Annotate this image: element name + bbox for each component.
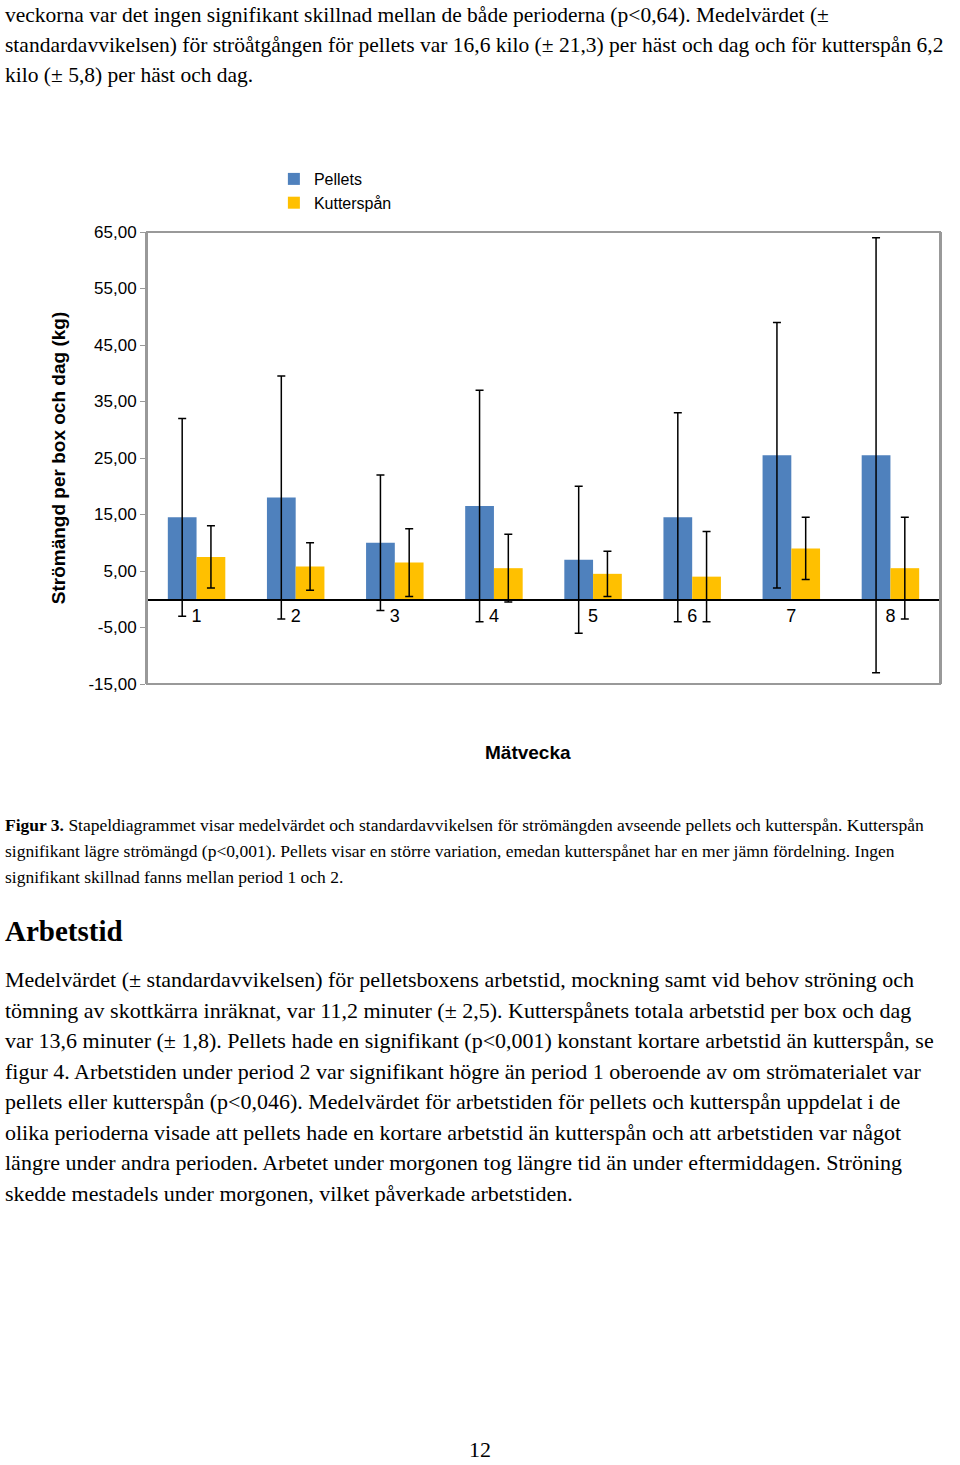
svg-text:6: 6	[687, 606, 697, 626]
svg-text:7: 7	[786, 606, 796, 626]
svg-text:5,00: 5,00	[104, 562, 137, 581]
html-text:Figur 3. Stapeldiagrammet visa: Figur 3. Stapeldiagrammet visar medelvär…	[5, 815, 924, 887]
svg-text:65,00: 65,00	[94, 223, 137, 242]
svg-text:3: 3	[390, 606, 400, 626]
svg-text:45,00: 45,00	[94, 336, 137, 355]
svg-text:55,00: 55,00	[94, 279, 137, 298]
svg-text:-15,00: -15,00	[88, 675, 136, 694]
svg-text:15,00: 15,00	[94, 505, 137, 524]
svg-text:Kutterspån: Kutterspån	[314, 195, 391, 212]
svg-text:1: 1	[192, 606, 202, 626]
svg-text:8: 8	[885, 606, 895, 626]
svg-text:5: 5	[588, 606, 598, 626]
svg-text:Strömängd per box och dag (kg): Strömängd per box och dag (kg)	[48, 312, 69, 604]
html-text:Arbetstid: Arbetstid	[5, 915, 123, 947]
svg-text:Pellets: Pellets	[314, 171, 362, 188]
html-text:Medelvärdet (± standardavvikel: Medelvärdet (± standardavvikelsen) för p…	[5, 967, 934, 1206]
html-text:veckorna var det ingen signifi: veckorna var det ingen signifikant skill…	[5, 3, 944, 87]
svg-text:-5,00: -5,00	[98, 618, 137, 637]
svg-text:25,00: 25,00	[94, 449, 137, 468]
html-text:12: 12	[469, 1437, 491, 1462]
svg-text:Mätvecka: Mätvecka	[485, 742, 571, 763]
svg-text:4: 4	[489, 606, 499, 626]
svg-text:2: 2	[291, 606, 301, 626]
svg-text:35,00: 35,00	[94, 392, 137, 411]
